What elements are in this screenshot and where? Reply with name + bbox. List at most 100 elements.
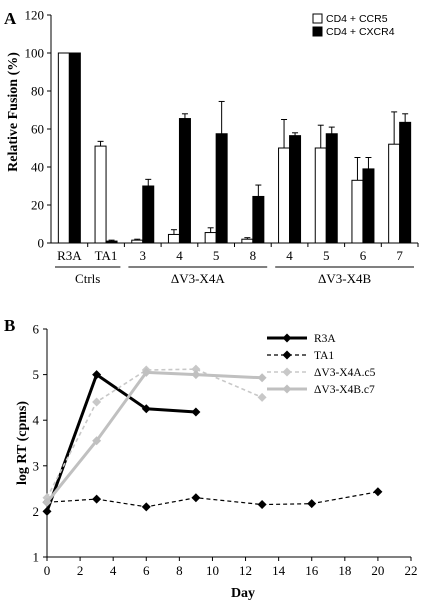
panel-b-x-tick-label: 20: [371, 563, 384, 578]
bar-ccr5: [204, 232, 217, 244]
series-line-0: [45, 373, 197, 512]
panel-b-y-axis-title: log RT (cpms): [15, 401, 30, 485]
panel-a-category-label: 8: [250, 248, 257, 263]
bar-cxcr4: [68, 52, 81, 244]
legend-swatch: [312, 26, 323, 37]
data-point: [191, 407, 201, 417]
panel-a-bar-chart: A Relative Fusion (%) 0 20 40 60 80 100 120 R3A…: [4, 8, 419, 286]
bar-cxcr4: [252, 195, 265, 244]
panel-b-x-tick-label: 0: [44, 563, 51, 578]
panel-a-category-label: R3A: [57, 248, 82, 263]
bar-ccr5: [241, 238, 254, 244]
panel-b-x-tick-label: 4: [110, 563, 117, 578]
panel-a-group-label: ΔV3-X4A: [171, 271, 225, 286]
panel-a-category-label: TA1: [95, 248, 118, 263]
panel-b-label: B: [4, 316, 15, 335]
series-line-3: [45, 370, 263, 504]
panel-a-category-label: 4: [286, 248, 293, 263]
panel-a-category-label: 5: [323, 248, 330, 263]
bar-cxcr4: [289, 135, 302, 244]
panel-b-x-tick-label: 10: [206, 563, 219, 578]
data-point: [257, 500, 267, 510]
panel-b-x-tick-label: 2: [77, 563, 84, 578]
panel-b-x-tick-label: 14: [272, 563, 286, 578]
legend-label: ΔV3-X4B.c7: [314, 384, 375, 396]
bar-cxcr4: [215, 133, 228, 244]
legend-label: CD4 + CCR5: [326, 13, 388, 25]
panel-a-y-tick-label: 20: [31, 198, 44, 213]
panel-a-category-label: 4: [176, 248, 183, 263]
legend-label: ΔV3-X4A.c5: [314, 367, 376, 379]
panel-a-axes: 0 20 40 60 80 100 120 R3A TA1 3 4 5 8 4 5 6 7 Ctrls ΔV3-X4…: [25, 8, 419, 286]
panel-b-x-tick-label: 12: [239, 563, 252, 578]
series-line-2: [46, 368, 263, 499]
bar-ccr5: [351, 179, 364, 244]
legend-label: TA1: [314, 350, 334, 362]
panel-a-group-label: ΔV3-X4B: [318, 271, 371, 286]
panel-a-category-label: 3: [140, 248, 147, 263]
bar-cxcr4: [142, 185, 155, 244]
data-point: [191, 364, 201, 374]
panel-b-x-tick-label: 8: [176, 563, 183, 578]
data-point: [42, 506, 52, 516]
panel-b-x-tick-label: 16: [305, 563, 319, 578]
bar-ccr5: [131, 239, 144, 244]
legend-marker: [282, 384, 292, 394]
panel-a-bars: [57, 52, 412, 244]
bar-ccr5: [314, 147, 327, 244]
panel-b-y-tick-label: 6: [33, 322, 40, 337]
legend-label: R3A: [314, 333, 336, 345]
panel-a-category-label: 7: [396, 248, 403, 263]
data-point: [257, 392, 267, 402]
bar-ccr5: [388, 143, 401, 244]
bar-cxcr4: [325, 133, 338, 244]
panel-a-y-tick-label: 80: [31, 84, 44, 99]
panel-a-y-axis-title: Relative Fusion (%): [6, 52, 21, 172]
data-point: [92, 494, 102, 504]
panel-b-y-tick-label: 1: [33, 550, 40, 565]
panel-a-category-label: 5: [213, 248, 220, 263]
legend-label: CD4 + CXCR4: [326, 26, 395, 38]
panel-b-legend: R3A TA1 ΔV3-X4A.c5 ΔV3-X4B.c7: [267, 333, 376, 396]
data-point: [373, 487, 383, 497]
data-point: [42, 497, 52, 507]
data-point: [92, 370, 102, 380]
data-point: [257, 373, 267, 383]
bar-ccr5: [57, 52, 70, 244]
data-point: [191, 493, 201, 503]
panel-a-y-tick-label: 40: [31, 160, 44, 175]
bar-cxcr4: [178, 118, 191, 244]
panel-b-y-tick-label: 5: [33, 367, 40, 382]
bar-cxcr4: [399, 121, 412, 244]
bar-cxcr4: [105, 240, 118, 244]
panel-b-x-tick-label: 22: [405, 563, 418, 578]
bar-cxcr4: [362, 168, 375, 244]
bar-ccr5: [167, 233, 180, 244]
data-point: [92, 397, 102, 407]
panel-a-y-tick-label: 0: [38, 236, 45, 251]
panel-b-y-tick-label: 2: [33, 504, 40, 519]
panel-b-x-axis-title: Day: [231, 586, 255, 601]
panel-a-category-label: 6: [360, 248, 367, 263]
bar-ccr5: [278, 147, 291, 244]
data-point: [141, 502, 151, 512]
panel-a-y-tick-label: 100: [25, 46, 45, 61]
panel-a-group-label: Ctrls: [75, 271, 100, 286]
data-point: [141, 404, 151, 414]
panel-b-y-tick-label: 3: [33, 458, 40, 473]
data-point: [307, 499, 317, 509]
panel-a-y-tick-label: 120: [25, 8, 45, 23]
data-point: [141, 367, 151, 377]
legend-marker: [282, 367, 292, 377]
panel-b-series: [42, 364, 383, 516]
legend-marker: [282, 350, 292, 360]
bar-ccr5: [94, 145, 107, 244]
data-point: [191, 370, 201, 380]
data-point: [92, 436, 102, 446]
panel-a-y-tick-label: 60: [31, 122, 44, 137]
panel-b-y-tick-label: 4: [33, 413, 40, 428]
